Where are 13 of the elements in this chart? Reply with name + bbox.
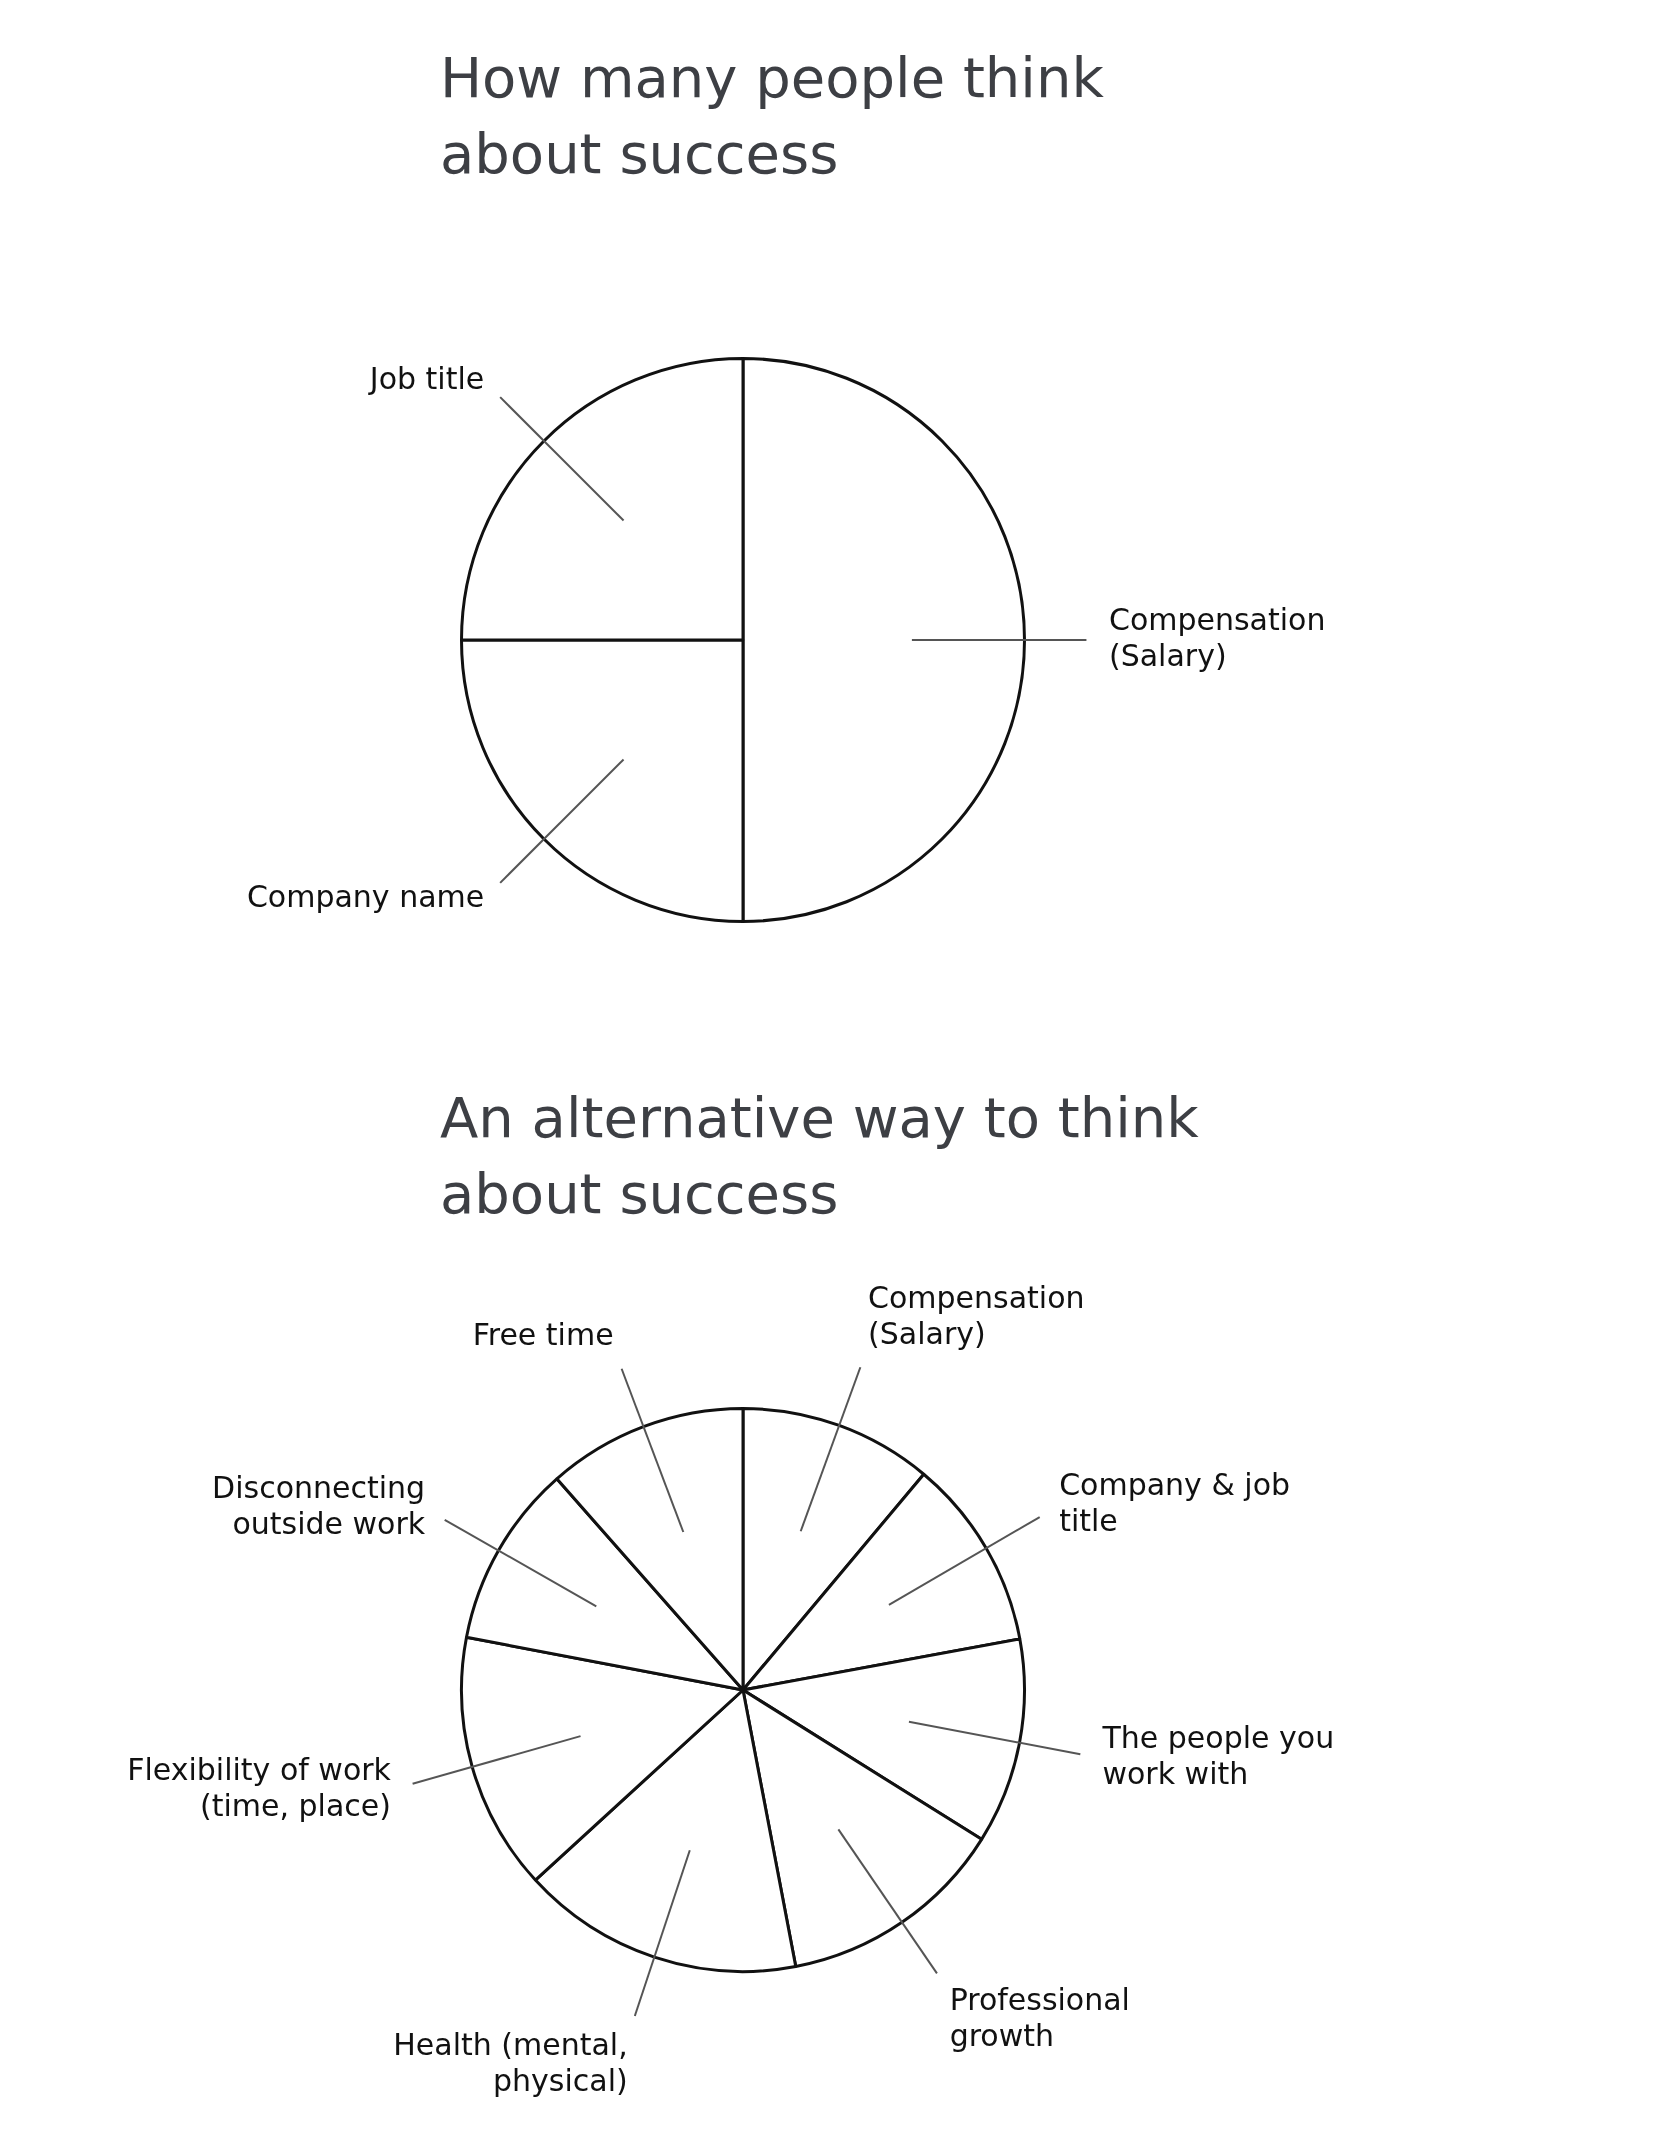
slice-label: Health (mental, physical)	[393, 2027, 628, 2099]
chart-title: An alternative way to think about success	[440, 1084, 1200, 1228]
slice-label: Company & job title	[1059, 1467, 1291, 1539]
slice-label: Professional growth	[949, 1981, 1130, 2053]
slice-label: Compensation (Salary)	[1108, 601, 1326, 673]
slice-label: The people you work with	[1101, 1720, 1335, 1792]
slice-label: Disconnecting outside work	[212, 1470, 426, 1542]
slice-label: Compensation (Salary)	[868, 1279, 1085, 1351]
slice-label: Flexibility of work (time, place)	[127, 1751, 392, 1823]
chart-title: How many people think about success	[440, 44, 1105, 188]
slice-label: Free time	[472, 1317, 614, 1353]
slice-label: Job title	[367, 361, 485, 397]
slice-label: Company name	[246, 878, 485, 914]
